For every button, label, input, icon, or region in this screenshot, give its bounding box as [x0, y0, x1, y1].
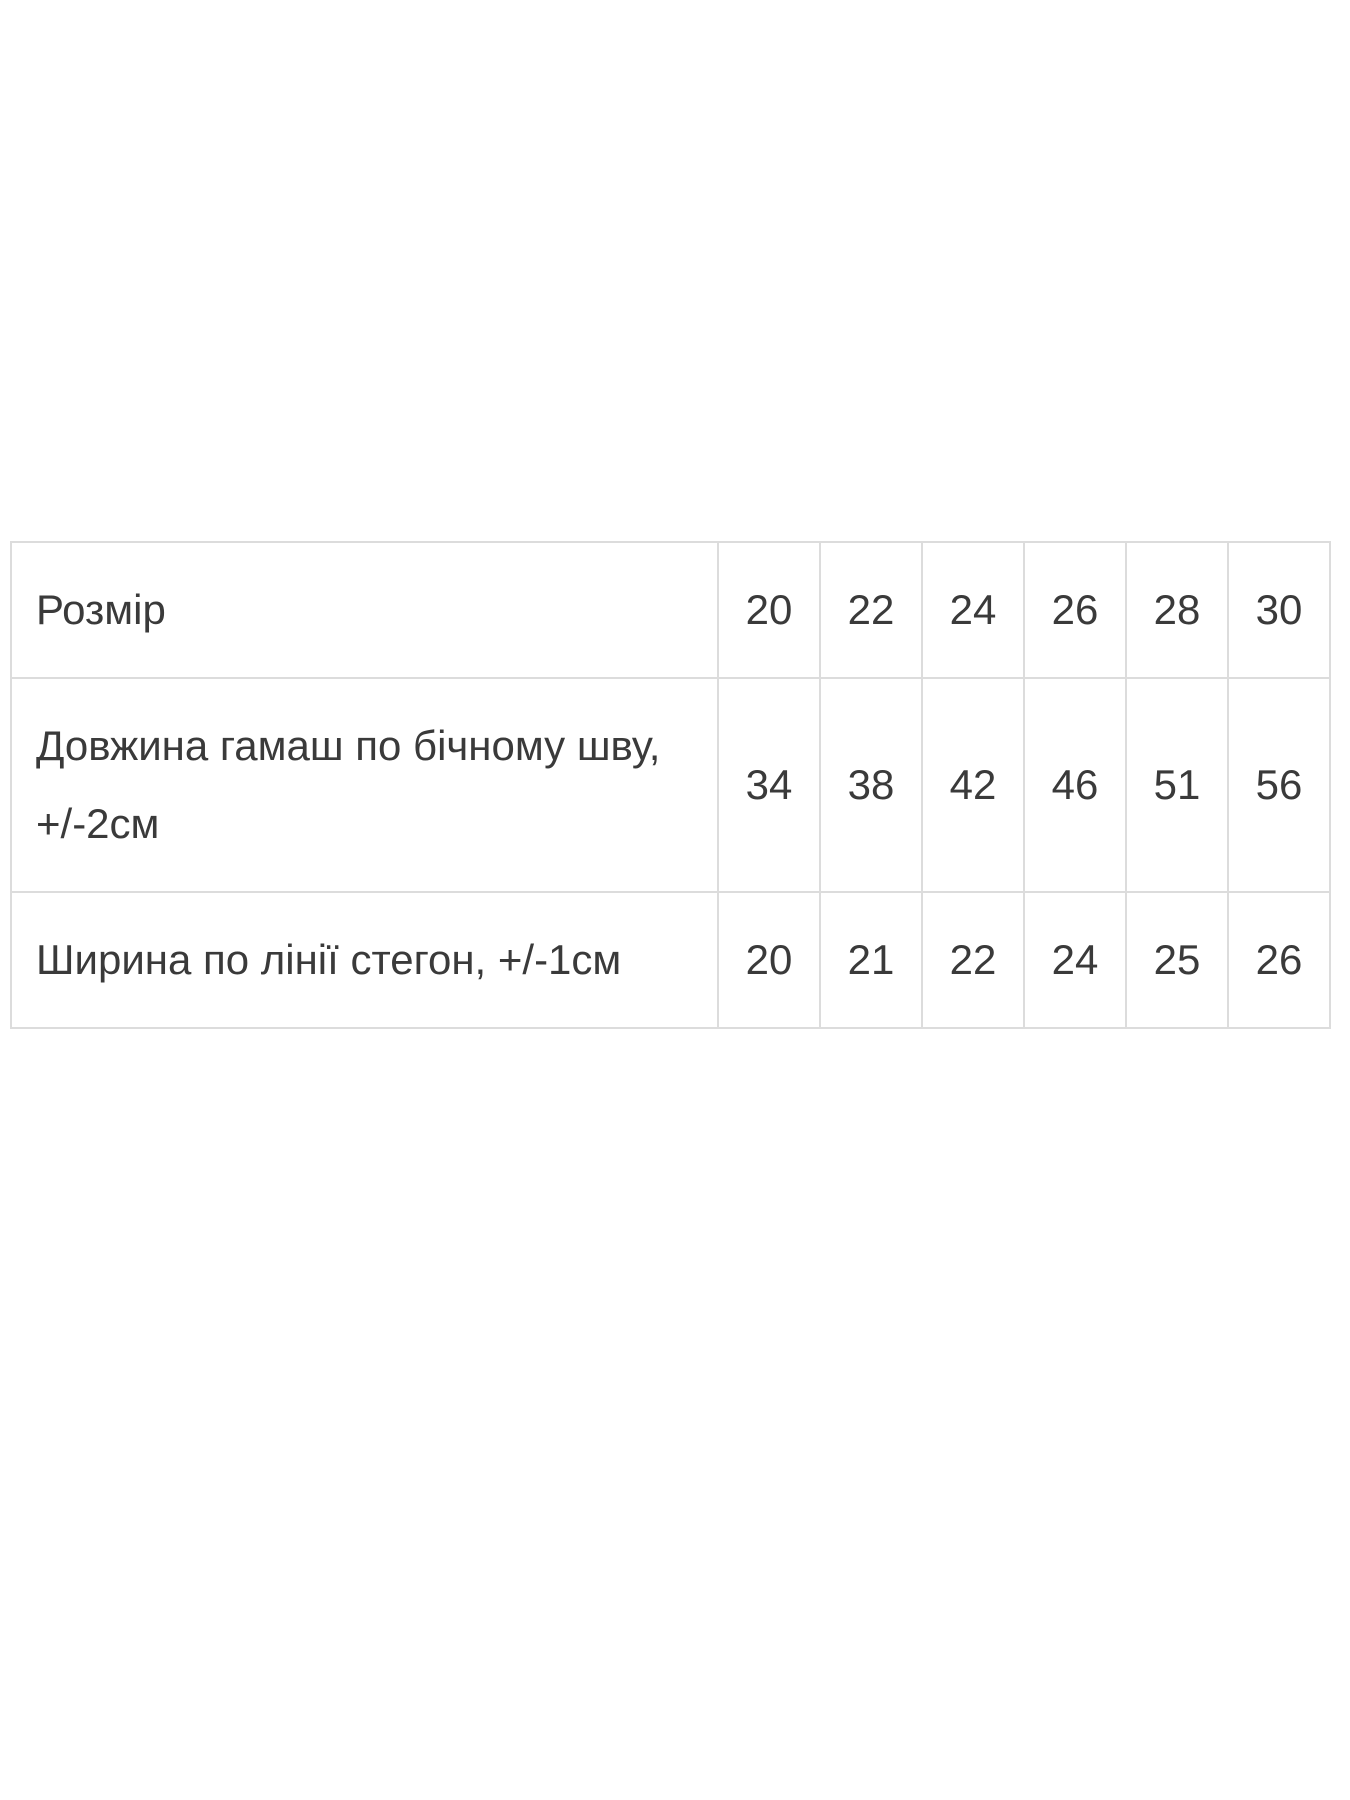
length-value-cell: 38 [819, 677, 923, 893]
size-value-cell: 28 [1125, 541, 1229, 679]
width-value-cell: 25 [1125, 891, 1229, 1029]
table-row-length: Довжина гамаш по бічному шву, +/-2см 34 … [10, 677, 1331, 893]
length-value-cell: 34 [717, 677, 821, 893]
table-row-width: Ширина по лінії стегон, +/-1см 20 21 22 … [10, 891, 1331, 1029]
size-value-cell: 26 [1023, 541, 1127, 679]
size-value-cell: 20 [717, 541, 821, 679]
row-label-width: Ширина по лінії стегон, +/-1см [10, 891, 719, 1029]
row-label-size: Розмір [10, 541, 719, 679]
width-value-cell: 22 [921, 891, 1025, 1029]
size-value-cell: 30 [1227, 541, 1331, 679]
length-value-cell: 56 [1227, 677, 1331, 893]
width-value-cell: 26 [1227, 891, 1331, 1029]
size-chart-table: Розмір 20 22 24 26 28 30 Довжина гамаш п… [10, 541, 1331, 1029]
width-value-cell: 21 [819, 891, 923, 1029]
row-label-length: Довжина гамаш по бічному шву, +/-2см [10, 677, 719, 893]
length-value-cell: 51 [1125, 677, 1229, 893]
size-value-cell: 24 [921, 541, 1025, 679]
width-value-cell: 24 [1023, 891, 1127, 1029]
width-value-cell: 20 [717, 891, 821, 1029]
table-row-size: Розмір 20 22 24 26 28 30 [10, 541, 1331, 679]
length-value-cell: 42 [921, 677, 1025, 893]
length-value-cell: 46 [1023, 677, 1127, 893]
size-value-cell: 22 [819, 541, 923, 679]
